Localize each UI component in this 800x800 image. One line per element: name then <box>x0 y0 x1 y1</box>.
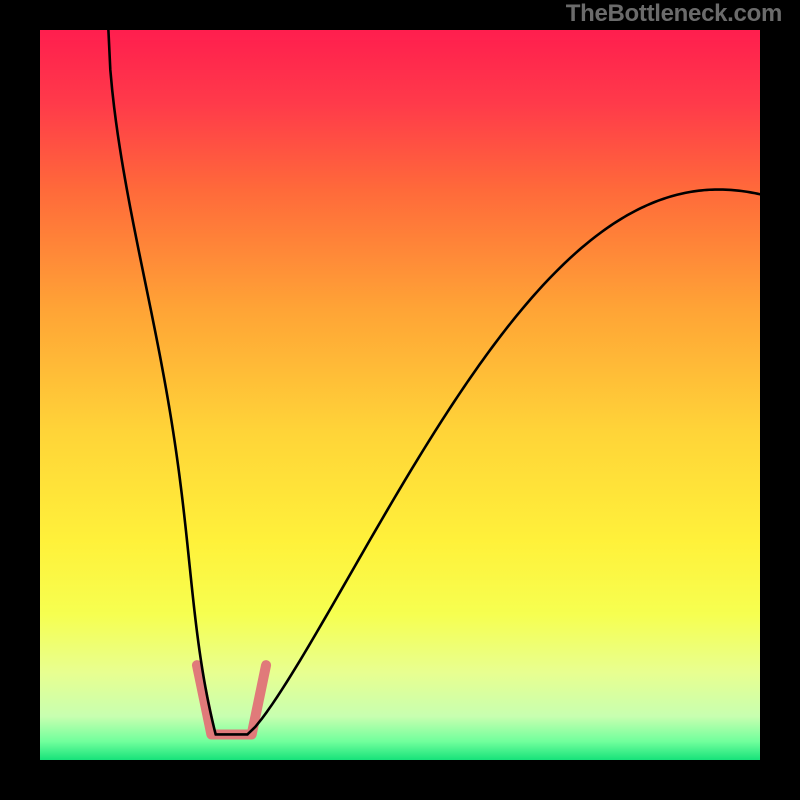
watermark-text: TheBottleneck.com <box>566 0 782 28</box>
curve-line <box>108 30 760 734</box>
bottleneck-curve <box>40 30 760 760</box>
chart-frame <box>40 30 760 760</box>
